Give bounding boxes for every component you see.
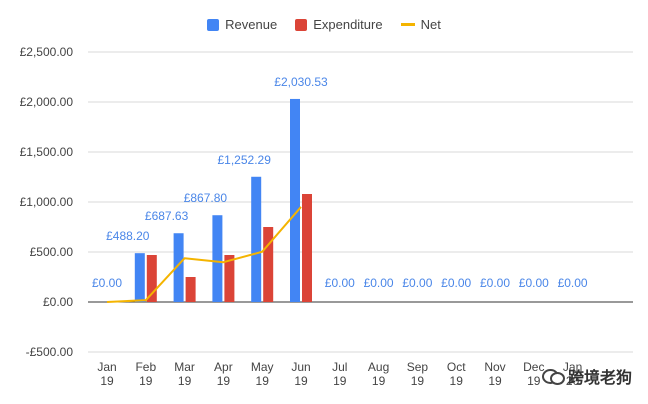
x-tick-label-year: 19 (527, 374, 541, 388)
x-tick-label-year: 19 (256, 374, 270, 388)
legend-label-expenditure: Expenditure (313, 17, 383, 32)
x-tick-label-year: 20 (566, 374, 580, 388)
data-label-revenue: £0.00 (480, 276, 510, 290)
bar-revenue (251, 176, 262, 302)
data-label-revenue: £867.80 (184, 191, 228, 205)
legend-swatch-revenue (207, 18, 220, 31)
bar-expenditure (146, 255, 157, 302)
data-label-revenue: £2,030.53 (274, 75, 328, 89)
watermark-text: 跨境老狗 (567, 370, 632, 387)
y-tick-label: £1,000.00 (20, 195, 74, 209)
legend-label-revenue: Revenue (225, 17, 278, 32)
bar-expenditure (185, 277, 196, 302)
x-tick-label-year: 19 (333, 374, 347, 388)
y-tick-label: £2,000.00 (20, 95, 74, 109)
x-tick-label-month: Jan (563, 360, 582, 374)
x-tick-label-year: 19 (372, 374, 386, 388)
data-label-revenue: £488.20 (106, 229, 150, 243)
x-tick-label-month: Dec (523, 360, 544, 374)
wechat-icon (541, 367, 565, 385)
line-net (106, 206, 302, 303)
x-tick-label-year: 19 (139, 374, 153, 388)
x-tick-label-month: Sep (407, 360, 429, 374)
data-label-revenue: £0.00 (519, 276, 549, 290)
data-label-revenue: £0.00 (441, 276, 471, 290)
bar-revenue (134, 253, 145, 302)
watermark: 跨境老狗 (541, 364, 632, 388)
x-tick-label-month: Oct (447, 360, 466, 374)
x-tick-label-year: 19 (100, 374, 114, 388)
x-tick-label-year: 19 (450, 374, 464, 388)
x-tick-label-month: Jan (97, 360, 116, 374)
legend-item-expenditure[interactable]: Expenditure (295, 17, 383, 32)
y-tick-label: £500.00 (30, 245, 74, 259)
x-tick-label-month: Jun (291, 360, 310, 374)
bar-expenditure (263, 227, 274, 302)
legend-label-net: Net (420, 17, 441, 32)
data-label-revenue: £1,252.29 (218, 153, 272, 167)
x-tick-label-month: Jul (332, 360, 347, 374)
legend-item-net[interactable]: Net (400, 17, 441, 32)
bar-expenditure (224, 255, 235, 302)
y-tick-label: £2,500.00 (20, 45, 74, 59)
data-label-revenue: £0.00 (92, 276, 122, 290)
data-label-revenue: £0.00 (325, 276, 355, 290)
legend-swatch-expenditure (295, 18, 308, 31)
bar-expenditure (302, 194, 312, 302)
data-label-revenue: £687.63 (145, 209, 189, 223)
bar-revenue (173, 233, 184, 302)
x-tick-label-year: 19 (294, 374, 308, 388)
x-tick-label-month: Feb (135, 360, 156, 374)
x-tick-label-month: Apr (214, 360, 233, 374)
x-tick-label-month: Aug (368, 360, 389, 374)
y-tick-label: £1,500.00 (20, 145, 74, 159)
x-tick-label-year: 19 (488, 374, 502, 388)
y-tick-label: £0.00 (43, 295, 73, 309)
data-label-revenue: £0.00 (364, 276, 394, 290)
bar-revenue (290, 98, 300, 303)
x-tick-label-month: Mar (174, 360, 195, 374)
x-tick-label-year: 19 (178, 374, 192, 388)
data-label-revenue: £0.00 (558, 276, 588, 290)
legend-item-revenue[interactable]: Revenue (207, 17, 277, 32)
data-label-revenue: £0.00 (402, 276, 432, 290)
y-tick-label: -£500.00 (26, 345, 74, 359)
x-tick-label-year: 19 (411, 374, 425, 388)
bar-revenue (212, 215, 223, 302)
x-tick-label-month: May (251, 360, 274, 374)
legend-swatch-net (400, 23, 415, 26)
chart-legend: Revenue Expenditure Net (0, 17, 648, 32)
x-tick-label-month: Nov (484, 360, 505, 374)
x-tick-label-year: 19 (217, 374, 231, 388)
